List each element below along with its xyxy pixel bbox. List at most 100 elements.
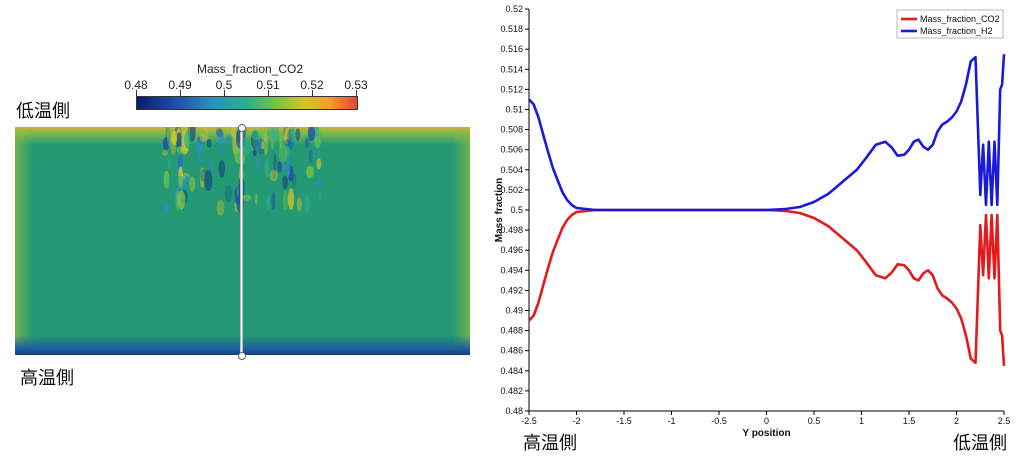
contour-blob bbox=[291, 173, 297, 188]
contour-blob bbox=[218, 159, 225, 178]
contour-blob bbox=[184, 131, 191, 149]
contour-blob bbox=[252, 149, 257, 157]
contour-blob bbox=[242, 194, 252, 201]
probe-line-handle-bottom[interactable] bbox=[238, 352, 246, 360]
colorbar-tick-label: 0.52 bbox=[300, 78, 324, 92]
x-tick-label: -0.5 bbox=[711, 416, 727, 426]
x-tick-label: 2.5 bbox=[998, 416, 1011, 426]
y-tick-label: 0.504 bbox=[500, 165, 523, 175]
contour-blob bbox=[314, 127, 320, 137]
contour-blob bbox=[271, 127, 280, 141]
contour-blob bbox=[208, 157, 215, 172]
colorbar-tick-label: 0.53 bbox=[344, 78, 368, 92]
chart-series bbox=[528, 54, 1006, 366]
contour-blob bbox=[199, 167, 205, 188]
contour-blob bbox=[177, 154, 183, 169]
contour-blob bbox=[176, 175, 186, 189]
contour-blob bbox=[202, 127, 208, 142]
y-tick-label: 0.51 bbox=[505, 105, 523, 115]
contour-blob bbox=[287, 188, 295, 210]
contour-blob bbox=[261, 133, 268, 143]
contour-blob bbox=[218, 136, 226, 157]
contour-blob bbox=[177, 190, 186, 210]
colorbar-tick-label: 0.5 bbox=[215, 78, 233, 92]
y-tick-label: 0.482 bbox=[500, 386, 523, 396]
chart-axes: 0.48 0.482 0.484 0.486 0.488 0.49 0.492 0.494 0.… bbox=[500, 4, 1010, 426]
contour-blob bbox=[216, 199, 225, 216]
colorbar-tick bbox=[312, 90, 313, 96]
y-tick-label: 0.492 bbox=[500, 285, 523, 295]
contour-blob bbox=[198, 155, 205, 164]
y-axis-label: Mass fraction bbox=[494, 178, 505, 242]
contour-blob bbox=[166, 127, 172, 147]
contour-blob bbox=[164, 174, 171, 192]
colorbar-tick bbox=[224, 90, 225, 96]
contour-blob bbox=[206, 139, 212, 148]
contour-blob bbox=[317, 191, 323, 201]
y-tick-label: 0.52 bbox=[505, 4, 523, 14]
contour-blob bbox=[162, 202, 170, 213]
chart-label-low-temp-side: 低温側 bbox=[953, 433, 1007, 453]
contour-blob bbox=[200, 169, 207, 182]
contour-blob bbox=[269, 169, 278, 182]
contour-blob bbox=[307, 127, 316, 142]
contour-blob bbox=[305, 165, 315, 179]
label-low-temp-side: 低温側 bbox=[16, 101, 70, 121]
series-line bbox=[528, 208, 1006, 366]
contour-blob bbox=[163, 170, 170, 189]
contour-blob bbox=[242, 138, 251, 157]
contour-blob bbox=[177, 139, 181, 148]
series-line bbox=[528, 54, 1006, 212]
contour-blob bbox=[195, 137, 203, 155]
contour-blob bbox=[295, 128, 301, 141]
probe-line-handle-top[interactable] bbox=[238, 124, 246, 132]
y-tick-label: 0.512 bbox=[500, 84, 523, 94]
x-tick-label: 2 bbox=[954, 416, 959, 426]
y-tick-label: 0.494 bbox=[500, 265, 523, 275]
contour-blob bbox=[266, 194, 270, 211]
x-axis-label: Y position bbox=[742, 428, 790, 439]
legend-label: Mass_fraction_H2 bbox=[920, 26, 993, 36]
contour-blob bbox=[199, 132, 206, 143]
contour-blob bbox=[201, 129, 206, 139]
contour-blob bbox=[312, 132, 321, 149]
contour-blob bbox=[277, 160, 283, 173]
contour-blob bbox=[286, 155, 291, 177]
legend-box bbox=[896, 9, 1004, 39]
contour-blob bbox=[308, 149, 313, 164]
y-tick-label: 0.49 bbox=[505, 306, 523, 316]
contour-blob bbox=[165, 127, 171, 146]
x-tick-label: 1.5 bbox=[903, 416, 916, 426]
colorbar-tick bbox=[180, 90, 181, 96]
x-tick-label: 1 bbox=[859, 416, 864, 426]
contour-blob bbox=[316, 158, 322, 170]
colorbar-tick-label: 0.48 bbox=[124, 78, 148, 92]
x-tick-label: 0.5 bbox=[808, 416, 821, 426]
y-tick-label: 0.518 bbox=[500, 24, 523, 34]
contour-blob bbox=[282, 175, 289, 189]
probe-line[interactable] bbox=[240, 127, 243, 356]
colorbar-tick bbox=[136, 90, 137, 96]
contour-blob bbox=[279, 134, 283, 149]
contour-blob bbox=[225, 135, 232, 142]
y-tick-label: 0.5 bbox=[510, 205, 523, 215]
contour-blob bbox=[273, 153, 277, 172]
contour-blob bbox=[184, 175, 190, 182]
contour-blob bbox=[215, 128, 223, 137]
colorbar-tick bbox=[268, 90, 269, 96]
contour-blob bbox=[182, 183, 190, 190]
contour-blob bbox=[216, 129, 224, 144]
contour-view: Mass_fraction_CO2 0.48 0.49 0.5 0.51 0.5… bbox=[0, 0, 490, 465]
contour-blob bbox=[319, 131, 323, 138]
colorbar-tick-label: 0.49 bbox=[168, 78, 192, 92]
contour-blob bbox=[162, 149, 168, 156]
contour-blob bbox=[291, 127, 295, 143]
y-tick-label: 0.502 bbox=[500, 185, 523, 195]
colorbar bbox=[136, 96, 358, 110]
y-tick-label: 0.508 bbox=[500, 125, 523, 135]
y-tick-label: 0.516 bbox=[500, 44, 523, 54]
contour-blob bbox=[189, 176, 196, 192]
contour-blob bbox=[264, 159, 269, 178]
y-tick-label: 0.484 bbox=[500, 366, 523, 376]
contour-blob bbox=[316, 128, 325, 136]
